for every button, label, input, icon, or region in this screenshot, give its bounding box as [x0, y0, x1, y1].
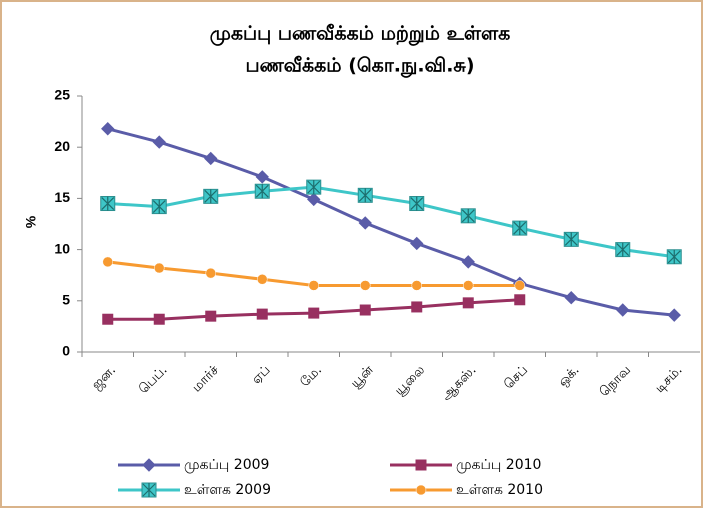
marker	[462, 297, 474, 309]
marker	[142, 458, 156, 472]
legend-label: உள்ளக 2010	[456, 482, 543, 498]
marker	[564, 291, 578, 305]
legend-item: உள்ளக 2009	[118, 482, 271, 498]
marker	[257, 274, 268, 285]
marker	[151, 199, 167, 215]
marker	[667, 308, 681, 322]
marker	[666, 249, 682, 265]
marker	[141, 482, 157, 498]
marker	[152, 135, 166, 149]
series-line	[107, 127, 675, 317]
marker	[204, 151, 218, 166]
marker-star	[513, 221, 527, 236]
marker-star	[358, 188, 372, 203]
marker	[205, 267, 216, 279]
marker	[460, 208, 476, 224]
marker-star	[142, 483, 156, 497]
marker	[410, 236, 424, 251]
marker	[563, 231, 579, 247]
legend-item: உள்ளக 2010	[390, 482, 543, 498]
marker	[153, 313, 165, 325]
marker	[255, 170, 269, 184]
marker	[308, 280, 319, 291]
marker-star	[152, 199, 166, 214]
legend-label: முகப்பு 2009	[184, 457, 269, 473]
marker-star	[564, 232, 578, 247]
marker	[411, 301, 423, 313]
marker	[100, 196, 116, 212]
marker	[615, 242, 631, 258]
marker	[102, 256, 113, 268]
series-line	[107, 185, 675, 259]
marker-star	[616, 242, 630, 257]
marker	[357, 187, 373, 203]
marker	[256, 308, 268, 320]
marker	[102, 313, 114, 325]
y-tick-label: 10	[54, 240, 70, 256]
marker	[415, 484, 427, 496]
y-tick-label: 15	[54, 189, 70, 205]
marker	[415, 459, 427, 471]
marker	[616, 303, 630, 317]
marker-star	[204, 189, 218, 204]
marker-star	[461, 208, 475, 223]
marker	[359, 304, 371, 316]
marker	[411, 280, 422, 291]
marker	[306, 179, 322, 195]
chart-title: பணவீக்கம் (கொ.நு.வி.சு)	[245, 55, 474, 79]
marker	[307, 192, 321, 207]
y-axis-label: %	[23, 215, 39, 228]
legend-label: முகப்பு 2010	[456, 457, 541, 473]
marker	[254, 183, 270, 199]
y-tick-label: 0	[62, 343, 70, 359]
marker	[463, 280, 474, 291]
marker-star	[255, 184, 269, 199]
marker	[409, 196, 425, 212]
marker	[358, 216, 372, 230]
marker-star	[667, 249, 681, 264]
marker	[205, 310, 217, 322]
marker-star	[307, 180, 321, 195]
marker	[512, 220, 528, 236]
marker	[461, 255, 475, 269]
y-tick-label: 20	[54, 138, 70, 154]
legend-item: முகப்பு 2009	[118, 457, 269, 473]
marker-star	[101, 196, 115, 211]
legend-item: முகப்பு 2010	[390, 457, 541, 473]
chart-title: முகப்பு பணவீக்கம் மற்றும் உள்ளக	[210, 23, 511, 47]
marker	[514, 294, 526, 306]
marker	[308, 307, 320, 319]
legend-label: உள்ளக 2009	[184, 482, 271, 498]
marker	[203, 188, 219, 204]
marker	[360, 280, 371, 291]
marker-star	[410, 196, 424, 211]
marker	[154, 262, 165, 274]
y-tick-label: 5	[62, 292, 70, 308]
marker	[101, 122, 115, 136]
y-tick-label: 25	[54, 87, 70, 103]
marker	[514, 280, 525, 291]
